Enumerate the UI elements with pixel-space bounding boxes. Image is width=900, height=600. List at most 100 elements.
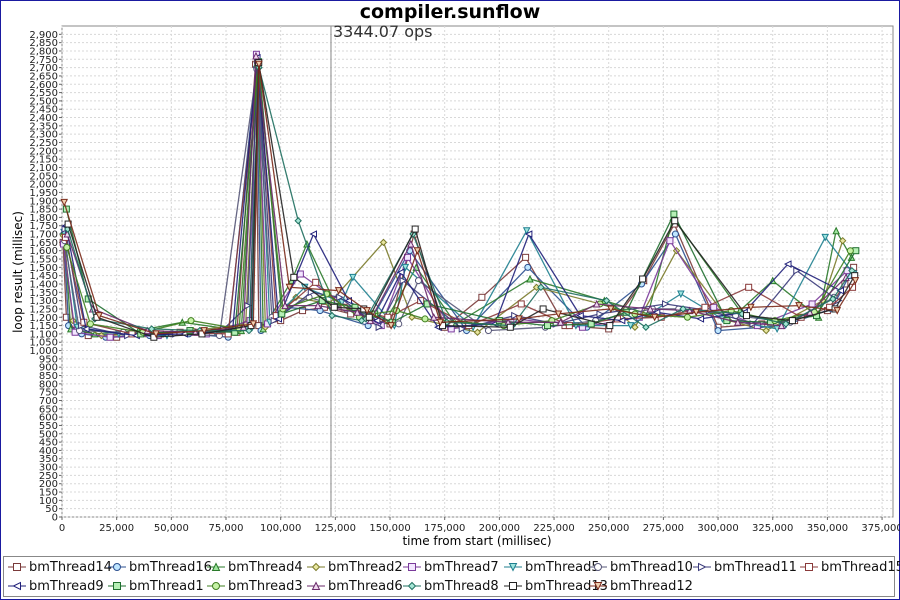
x-tick-label: 275,000 bbox=[643, 523, 684, 534]
legend-marker-icon bbox=[508, 563, 518, 572]
data-point-bmthread13 bbox=[411, 225, 419, 233]
data-point-bmthread11 bbox=[511, 311, 519, 320]
data-point-bmthread2 bbox=[473, 328, 482, 336]
series-bmthread13 bbox=[64, 59, 859, 341]
legend-item-bmthread4: bmThread4 bbox=[207, 558, 303, 576]
legend-label: bmThread2 bbox=[328, 559, 403, 575]
x-axis-label: time from start (millisec) bbox=[402, 534, 551, 548]
legend-label: bmThread3 bbox=[228, 578, 303, 594]
data-point-bmthread5 bbox=[821, 233, 830, 242]
y-tick-label: 550 bbox=[39, 421, 58, 432]
data-point-bmthread12 bbox=[515, 315, 523, 324]
legend-swatch-icon bbox=[108, 563, 126, 571]
legend-label: bmThread8 bbox=[424, 578, 499, 594]
y-tick-label: 700 bbox=[39, 396, 58, 407]
y-tick-label: 900 bbox=[39, 363, 58, 374]
x-tick-label: 350,000 bbox=[807, 523, 848, 534]
legend-item-bmthread1: bmThread1 bbox=[108, 577, 204, 595]
data-point-bmthread8 bbox=[642, 323, 650, 331]
legend-item-bmthread5: bmThread5 bbox=[504, 558, 600, 576]
x-tick-label: 375,000 bbox=[861, 523, 900, 534]
data-point-bmthread12 bbox=[249, 320, 258, 329]
legend-item-bmthread9: bmThread9 bbox=[8, 577, 104, 595]
data-point-bmthread13 bbox=[671, 217, 679, 225]
y-tick-label: 100 bbox=[39, 496, 58, 507]
y-tick-label: 0 bbox=[52, 513, 58, 524]
data-point-bmthread11 bbox=[375, 323, 384, 332]
data-point-bmthread2 bbox=[631, 323, 639, 331]
data-point-bmthread16 bbox=[524, 263, 532, 271]
y-tick-label: 1,200 bbox=[29, 313, 58, 324]
legend-label: bmThread14 bbox=[29, 559, 112, 575]
legend-label: bmThread16 bbox=[129, 559, 212, 575]
y-tick-label: 2,750 bbox=[29, 55, 58, 66]
y-tick-label: 2,650 bbox=[29, 71, 58, 82]
legend-item-bmthread7: bmThread7 bbox=[403, 558, 499, 576]
y-tick-label: 500 bbox=[39, 429, 58, 440]
legend-marker-icon bbox=[12, 581, 21, 591]
y-axis-label: loop result (millisec) bbox=[11, 211, 25, 333]
legend-swatch-icon bbox=[307, 562, 325, 572]
y-tick-label: 2,400 bbox=[29, 113, 58, 124]
legend-label: bmThread11 bbox=[714, 559, 797, 575]
y-tick-label: 1,600 bbox=[29, 246, 58, 257]
y-tick-label: 600 bbox=[39, 413, 58, 424]
legend-item-bmthread12: bmThread12 bbox=[589, 577, 693, 595]
data-point-bmthread14 bbox=[522, 253, 530, 261]
data-point-bmthread15 bbox=[745, 283, 753, 291]
legend-swatch-icon bbox=[403, 581, 421, 591]
legend-label: bmThread15 bbox=[821, 559, 900, 575]
x-tick-label: 50,000 bbox=[154, 523, 189, 534]
legend-marker-icon bbox=[212, 582, 220, 590]
data-point-bmthread4 bbox=[832, 226, 840, 235]
data-point-bmthread9 bbox=[524, 230, 533, 238]
data-point-bmthread3 bbox=[421, 315, 429, 323]
y-tick-label: 2,350 bbox=[29, 121, 58, 132]
data-point-bmthread13 bbox=[365, 313, 373, 321]
legend-swatch-icon bbox=[8, 581, 26, 591]
data-point-bmthread3 bbox=[86, 320, 94, 328]
data-point-bmthread3 bbox=[187, 317, 195, 325]
data-point-bmthread2 bbox=[838, 237, 847, 245]
data-point-bmthread15 bbox=[701, 303, 709, 311]
data-point-bmthread2 bbox=[379, 238, 388, 247]
data-point-bmthread5 bbox=[349, 273, 357, 282]
y-tick-label: 1,100 bbox=[29, 329, 58, 340]
legend-marker-icon bbox=[509, 582, 517, 590]
data-point-bmthread11 bbox=[399, 276, 408, 285]
x-tick-label: 100,000 bbox=[260, 523, 301, 534]
y-tick-label: 1,850 bbox=[29, 205, 58, 216]
data-point-bmthread1 bbox=[231, 328, 239, 336]
legend-swatch-icon bbox=[108, 582, 126, 590]
y-tick-label: 2,100 bbox=[29, 163, 58, 174]
y-tick-label: 350 bbox=[39, 454, 58, 465]
data-point-bmthread11 bbox=[662, 300, 670, 308]
data-point-bmthread6 bbox=[353, 308, 362, 316]
legend-item-bmthread6: bmThread6 bbox=[307, 577, 403, 595]
data-point-bmthread7 bbox=[808, 300, 816, 308]
y-tick-label: 400 bbox=[39, 446, 58, 457]
y-tick-label: 2,800 bbox=[29, 46, 58, 57]
data-point-bmthread12 bbox=[554, 310, 563, 319]
data-point-bmthread6 bbox=[733, 318, 742, 326]
data-point-bmthread12 bbox=[851, 277, 860, 285]
legend-label: bmThread7 bbox=[424, 559, 499, 575]
data-point-bmthread7 bbox=[666, 237, 674, 245]
data-point-bmthread1 bbox=[351, 303, 359, 311]
data-point-bmthread12 bbox=[95, 312, 103, 320]
data-point-bmthread6 bbox=[646, 304, 655, 313]
data-point-bmthread13 bbox=[290, 273, 298, 281]
y-tick-label: 750 bbox=[39, 388, 58, 399]
series-bmthread12 bbox=[60, 60, 860, 339]
data-point-bmthread3 bbox=[683, 313, 691, 321]
legend-item-bmthread3: bmThread3 bbox=[207, 577, 303, 595]
y-tick-label: 2,500 bbox=[29, 96, 58, 107]
data-point-bmthread9 bbox=[783, 260, 792, 268]
data-point-bmthread9 bbox=[396, 268, 405, 277]
data-point-bmthread8 bbox=[328, 311, 336, 320]
chart-title: compiler.sunflow bbox=[360, 1, 541, 23]
data-point-bmthread6 bbox=[314, 301, 322, 310]
data-point-bmthread12 bbox=[795, 302, 803, 310]
data-point-bmthread9 bbox=[617, 316, 626, 325]
data-point-bmthread13 bbox=[330, 303, 338, 311]
